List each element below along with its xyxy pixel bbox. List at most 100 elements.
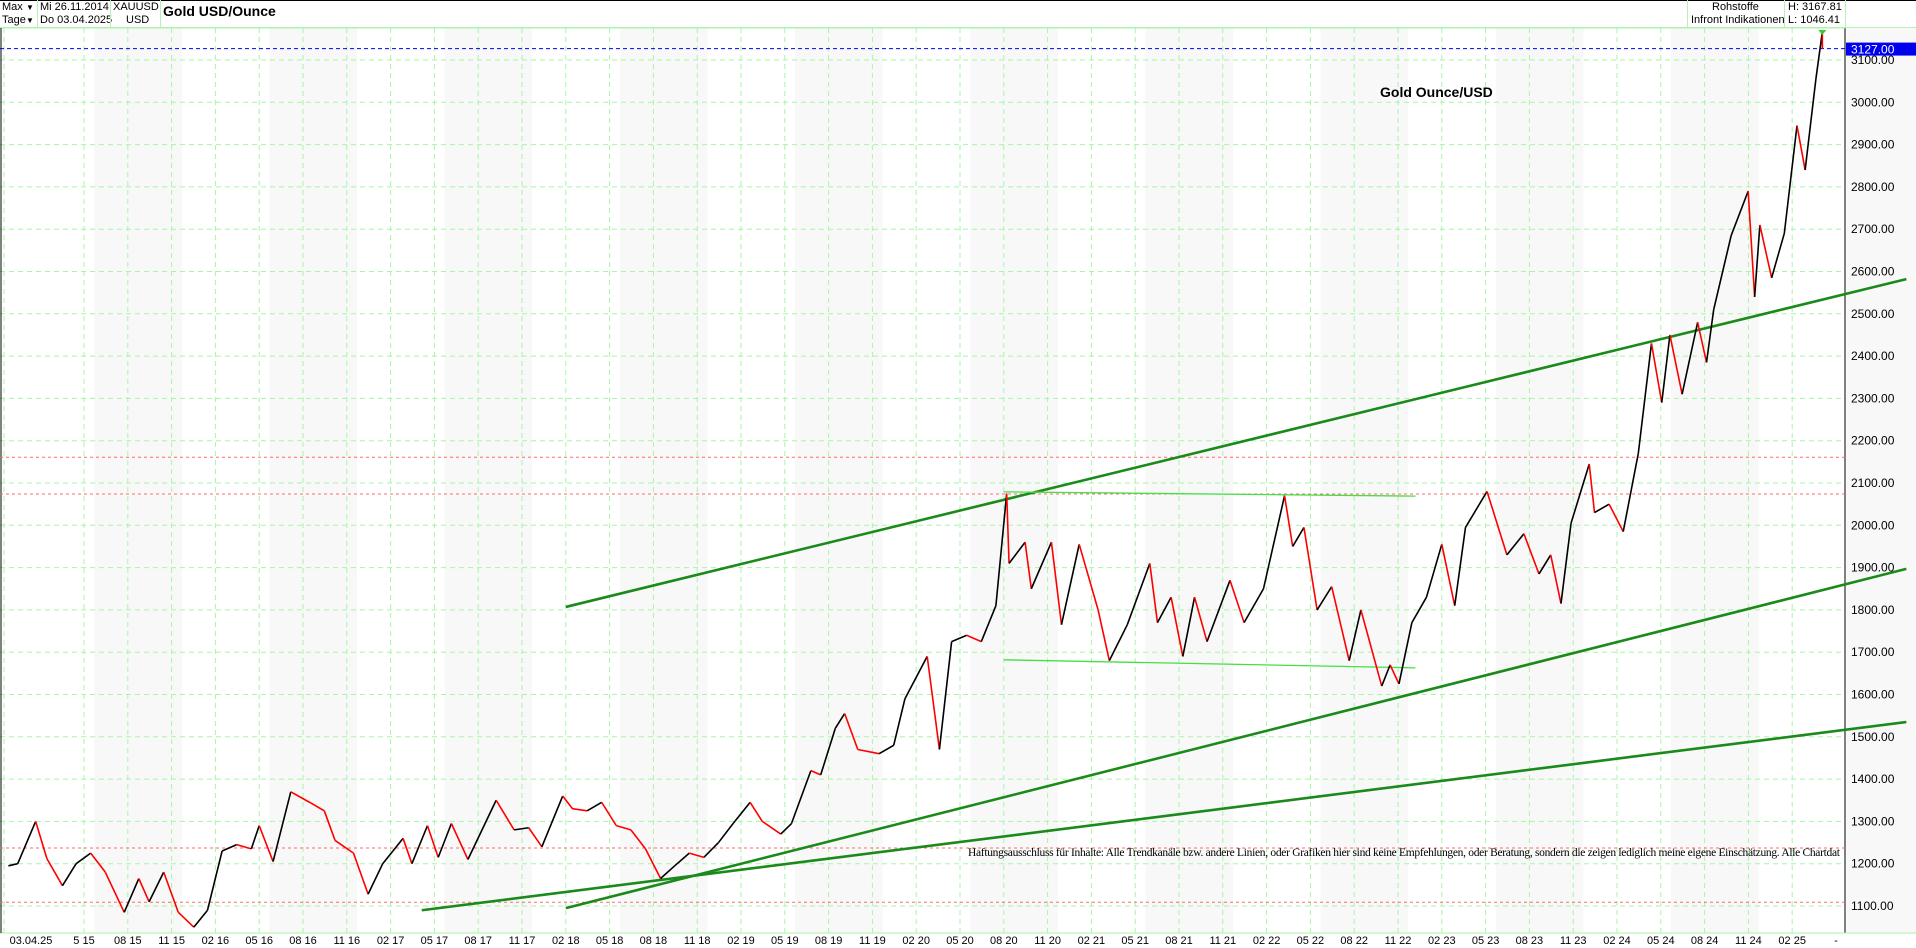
price-segment — [1060, 544, 1080, 625]
price-segment — [1588, 463, 1596, 513]
interval-select-label: Tage — [2, 14, 26, 26]
symbol: XAUUSD — [113, 1, 159, 13]
high-value: H: 3167.81 — [1788, 1, 1842, 13]
price-segment — [250, 825, 260, 850]
y-tick-label: 1300.00 — [1851, 814, 1895, 828]
x-tick-label: 11 16 — [333, 935, 360, 947]
y-tick-label: 1800.00 — [1851, 603, 1895, 617]
trendline-range-bottom — [1003, 659, 1416, 669]
price-segment — [1770, 233, 1786, 279]
price-segment — [834, 713, 846, 729]
price-segment — [1753, 224, 1761, 297]
price-segment — [411, 825, 429, 865]
price-segment — [1008, 541, 1026, 564]
price-segment — [878, 744, 895, 755]
price-segment — [1660, 334, 1671, 403]
price-segment — [46, 858, 64, 887]
x-tick-label: 11 19 — [859, 935, 886, 947]
x-tick-label: 11 17 — [509, 935, 536, 947]
x-tick-label: 05 21 — [1121, 935, 1149, 947]
price-segment — [761, 820, 782, 835]
price-segment — [1594, 503, 1610, 514]
price-segment — [1108, 624, 1129, 662]
x-tick-label: 02 20 — [902, 935, 930, 947]
price-segment — [1360, 609, 1383, 687]
x-tick-label: 5 15 — [73, 935, 94, 947]
price-segment — [258, 825, 274, 862]
y-tick-label: 2900.00 — [1851, 138, 1895, 152]
current-price-label: 3127.00 — [1851, 43, 1895, 57]
price-segment — [1303, 527, 1318, 611]
price-segment — [660, 865, 676, 880]
y-tick-label: 2200.00 — [1851, 434, 1895, 448]
interval-select[interactable]: Tage ▼ — [0, 14, 37, 27]
y-tick-label: 2400.00 — [1851, 349, 1895, 363]
range-select[interactable]: Max ▼ — [0, 1, 37, 14]
price-segment — [1783, 125, 1798, 234]
price-segment — [1681, 322, 1699, 395]
x-tick-label: 05 16 — [245, 935, 273, 947]
price-segment — [334, 839, 354, 854]
x-tick-label: 08 16 — [289, 935, 317, 947]
date-from[interactable]: Mi 26.11.2014 — [40, 1, 109, 13]
price-segment — [323, 810, 336, 841]
price-segment — [90, 852, 106, 873]
half-year-band — [94, 28, 182, 933]
price-segment — [426, 825, 439, 858]
y-tick-label: 1700.00 — [1851, 645, 1895, 659]
y-tick-label: 2500.00 — [1851, 307, 1895, 321]
price-segment — [562, 795, 574, 810]
half-year-band — [970, 28, 1058, 933]
price-segment — [221, 843, 238, 852]
x-tick-label: 05 17 — [421, 935, 449, 947]
price-segment — [1149, 563, 1159, 623]
price-segment — [674, 852, 690, 867]
price-segment — [1262, 495, 1286, 589]
price-segment — [367, 863, 384, 895]
x-tick-label: 02 24 — [1603, 935, 1631, 947]
date-to[interactable]: Do 03.04.2025 — [40, 14, 113, 26]
price-segment — [1156, 596, 1172, 623]
x-tick-label: 05 22 — [1297, 935, 1325, 947]
price-segment — [703, 841, 720, 858]
price-segment — [162, 871, 180, 913]
current-price-badge — [1846, 42, 1916, 56]
price-segment — [938, 641, 953, 750]
x-tick-label-end: - — [1834, 935, 1838, 947]
x-tick-label: 11 20 — [1034, 935, 1061, 947]
y-tick-label: 2100.00 — [1851, 476, 1895, 490]
price-segment — [1453, 527, 1467, 606]
half-year-band — [795, 28, 883, 933]
price-segment — [1747, 191, 1756, 297]
y-tick-label: 2600.00 — [1851, 265, 1895, 279]
price-segment — [236, 843, 252, 850]
x-tick-label: 08 21 — [1165, 935, 1193, 947]
price-segment — [1283, 495, 1294, 547]
price-segment — [1804, 78, 1817, 171]
price-segment — [1637, 343, 1653, 454]
price-segment — [1078, 544, 1099, 611]
x-tick-label: 02 25 — [1778, 935, 1806, 947]
x-tick-label: 11 22 — [1385, 935, 1412, 947]
y-tick-label: 2000.00 — [1851, 518, 1895, 532]
price-segment — [630, 829, 647, 850]
price-segment — [1538, 554, 1552, 575]
trendline-support — [421, 720, 1907, 912]
price-segment — [732, 801, 751, 825]
price-segment — [926, 656, 941, 750]
price-segment — [1229, 580, 1245, 623]
y-tick-label: 1400.00 — [1851, 772, 1895, 786]
x-tick-label: 05 19 — [771, 935, 799, 947]
price-segment — [309, 801, 325, 812]
category: Rohstoffe — [1712, 1, 1759, 13]
x-tick-label: 02 21 — [1078, 935, 1106, 947]
half-year-band — [444, 28, 533, 933]
price-segment — [16, 821, 37, 865]
x-tick-label: 02 17 — [377, 935, 405, 947]
price-segment — [995, 493, 1008, 606]
price-segment — [1696, 322, 1708, 363]
x-tick-label: 02 22 — [1253, 935, 1281, 947]
range-select-label: Max — [2, 1, 23, 13]
price-segment — [1650, 343, 1663, 403]
